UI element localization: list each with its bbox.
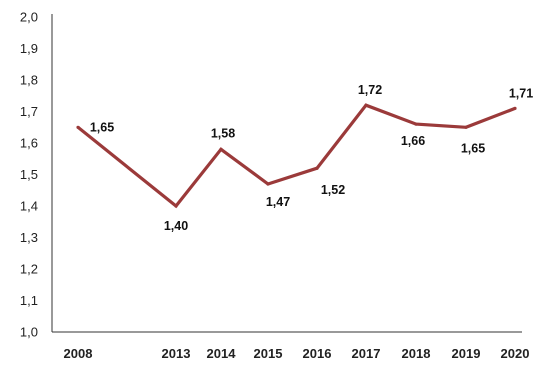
data-point bbox=[219, 147, 223, 151]
data-point bbox=[414, 122, 418, 126]
data-label: 1,66 bbox=[401, 134, 425, 148]
data-label: 1,65 bbox=[461, 141, 485, 155]
y-tick-label: 1,9 bbox=[20, 41, 38, 56]
data-point bbox=[364, 103, 368, 107]
data-point bbox=[513, 106, 517, 110]
data-point bbox=[266, 182, 270, 186]
x-tick-label: 2015 bbox=[254, 346, 283, 361]
data-point bbox=[464, 125, 468, 129]
series-line bbox=[76, 103, 516, 209]
data-label: 1,52 bbox=[321, 183, 345, 197]
data-point bbox=[174, 204, 178, 208]
x-tick-label: 2020 bbox=[501, 346, 530, 361]
x-tick-label: 2008 bbox=[64, 346, 93, 361]
series-group bbox=[76, 103, 517, 209]
x-tick-label: 2016 bbox=[303, 346, 332, 361]
y-tick-label: 1,5 bbox=[20, 167, 38, 182]
data-label: 1,65 bbox=[90, 120, 114, 134]
x-tick-label: 2013 bbox=[162, 346, 191, 361]
data-label: 1,47 bbox=[266, 195, 290, 209]
y-tick-label: 2,0 bbox=[20, 10, 38, 25]
data-label: 1,40 bbox=[164, 219, 188, 233]
y-tick-label: 1,6 bbox=[20, 136, 38, 151]
y-tick-label: 1,2 bbox=[20, 262, 38, 277]
x-tick-label: 2014 bbox=[207, 346, 237, 361]
data-point bbox=[315, 166, 319, 170]
data-point bbox=[76, 125, 80, 129]
data-label: 1,58 bbox=[211, 126, 235, 140]
x-tick-label: 2019 bbox=[452, 346, 481, 361]
y-tick-label: 1,4 bbox=[20, 199, 38, 214]
y-tick-label: 1,8 bbox=[20, 73, 38, 88]
data-labels: 1,65 1,40 1,58 1,47 1,52 1,72 1,66 1,65 1,71 bbox=[90, 83, 533, 233]
data-label: 1,71 bbox=[509, 86, 533, 100]
y-tick-label: 1,3 bbox=[20, 230, 38, 245]
y-tick-labels: 1,0 1,1 1,2 1,3 1,4 1,5 1,6 1,7 1,8 1,9 2,0 bbox=[20, 10, 38, 340]
y-tick-label: 1,0 bbox=[20, 325, 38, 340]
data-label: 1,72 bbox=[358, 83, 382, 97]
axes bbox=[51, 14, 522, 333]
y-tick-label: 1,1 bbox=[20, 293, 38, 308]
y-tick-label: 1,7 bbox=[20, 104, 38, 119]
x-tick-label: 2017 bbox=[352, 346, 381, 361]
x-tick-labels: 2008 2013 2014 2015 2016 2017 2018 2019 2020 bbox=[64, 346, 530, 361]
x-tick-label: 2018 bbox=[402, 346, 431, 361]
